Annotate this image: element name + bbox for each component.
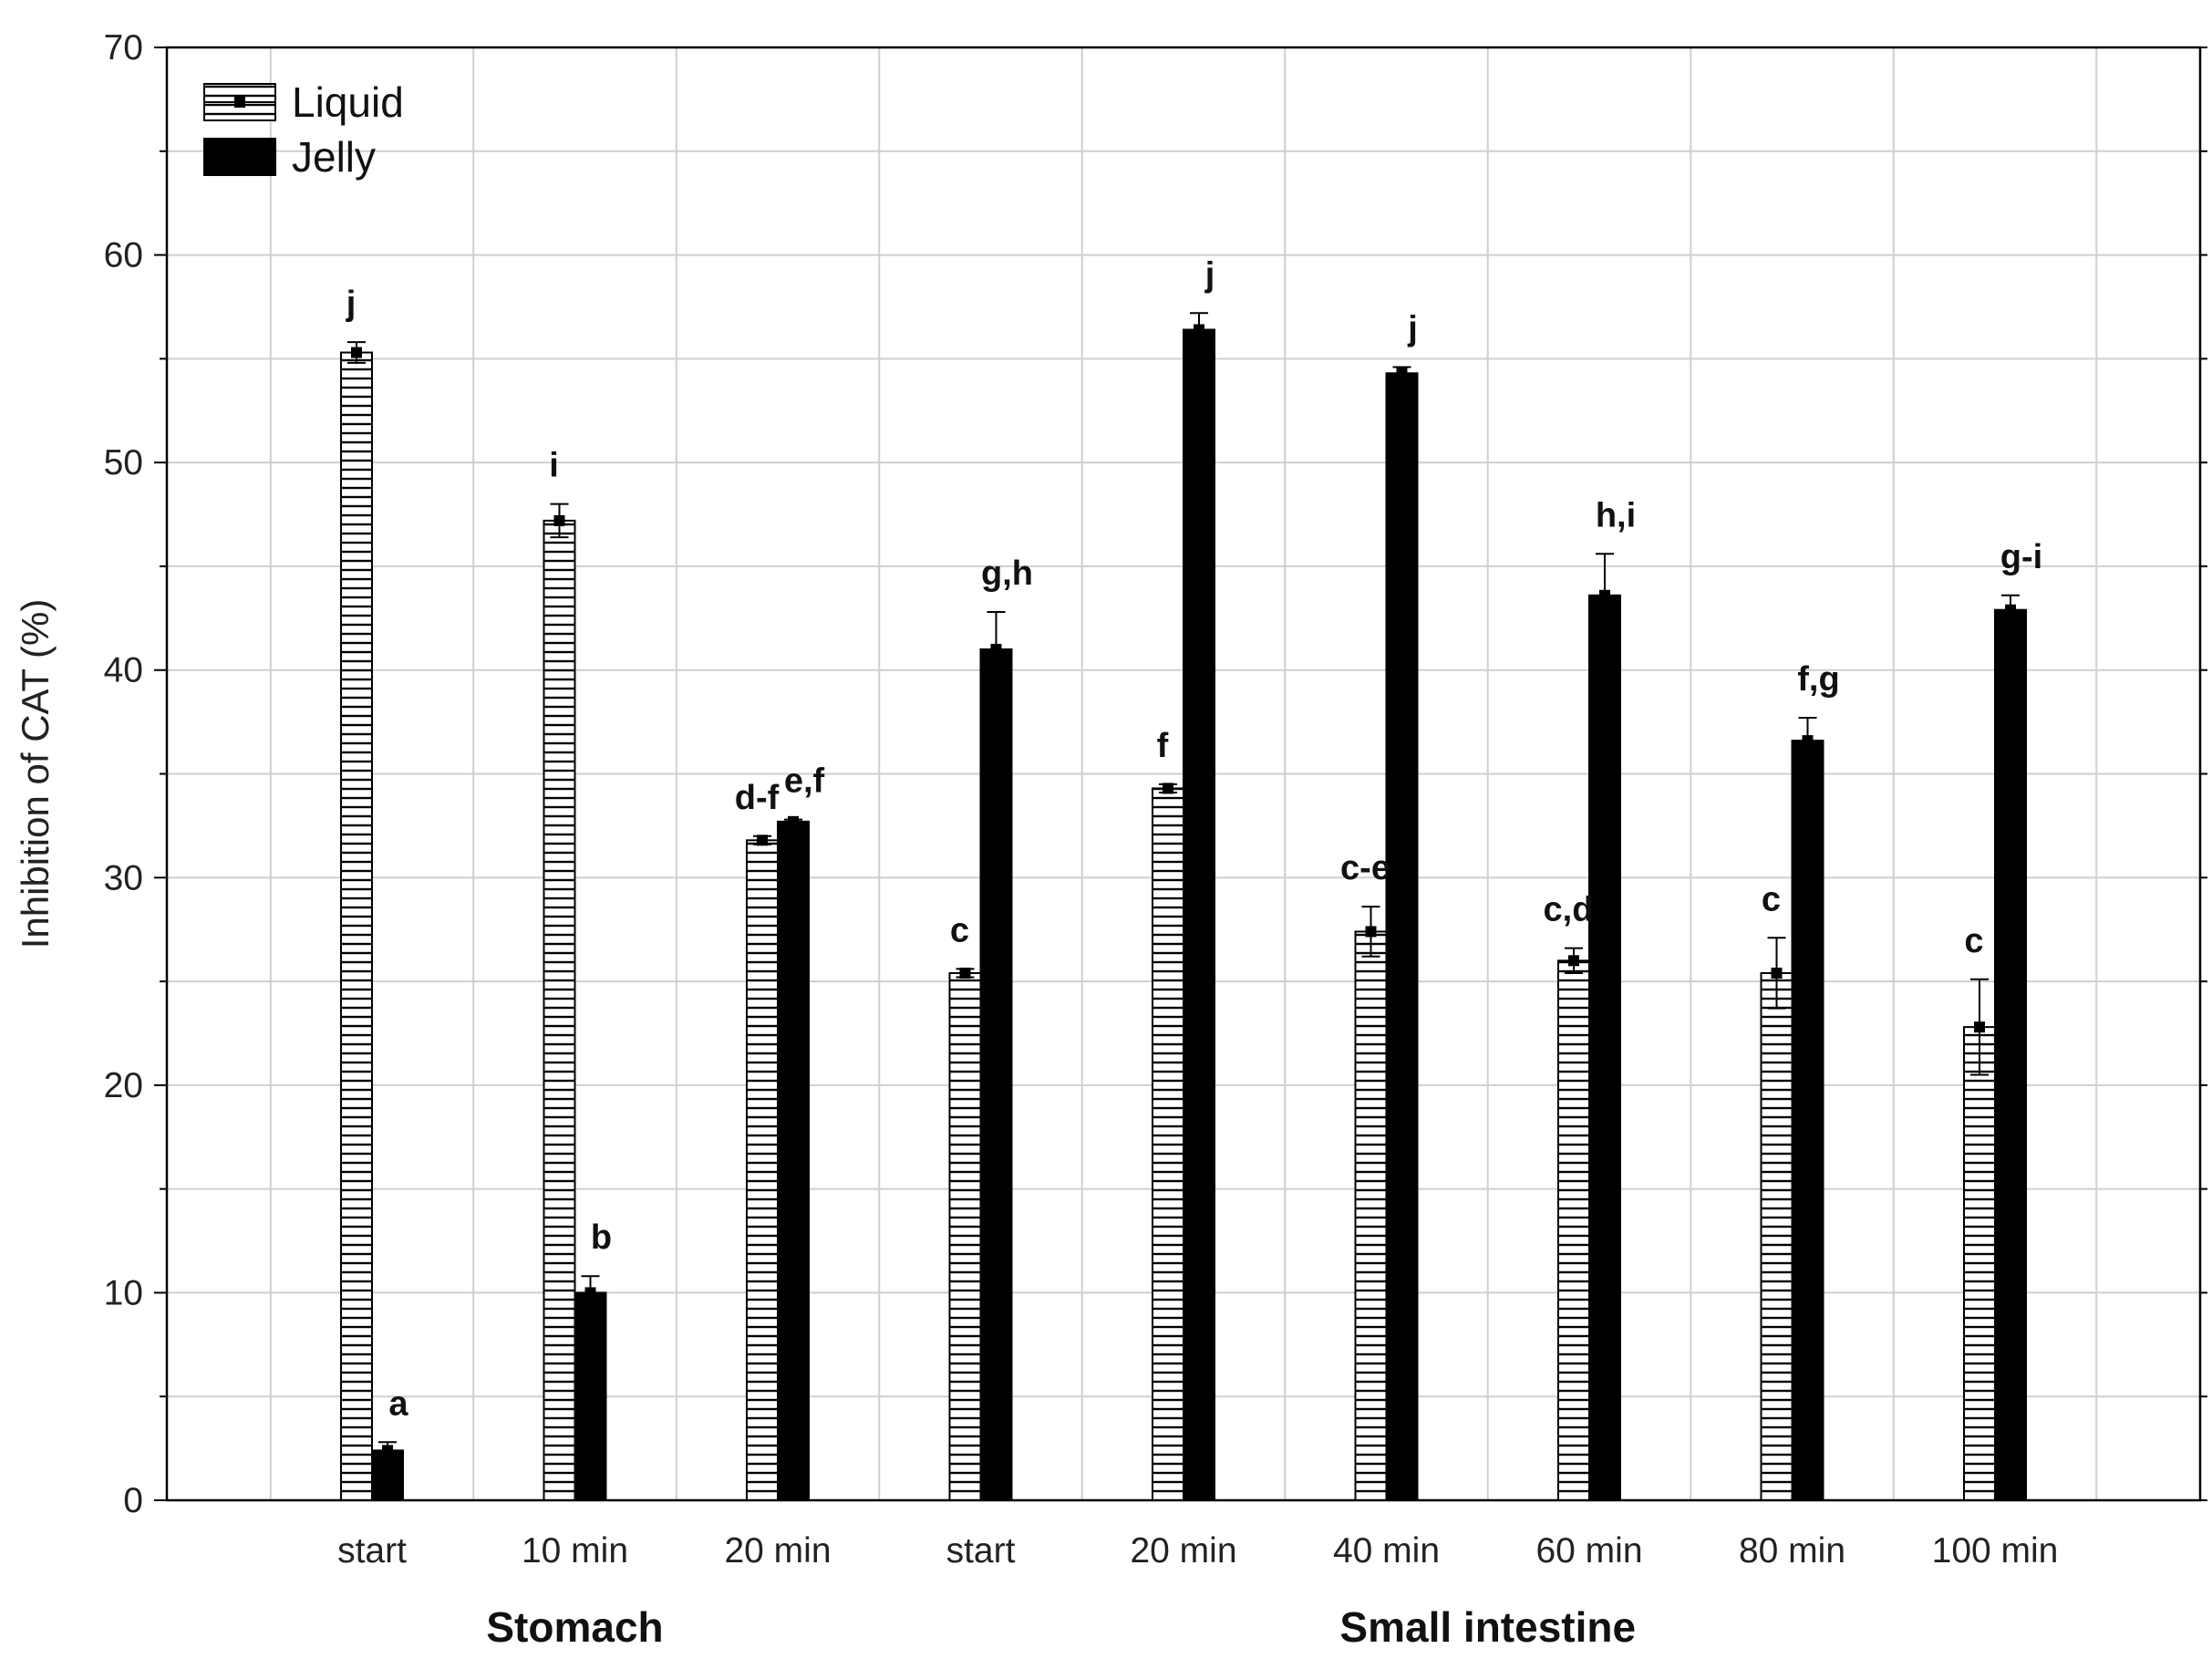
significance-letter: g-i xyxy=(2000,538,2042,576)
mean-marker xyxy=(757,834,768,846)
axes: 0 10 20 30 40 50 60 70 Inhibition of CAT (%) star… xyxy=(14,28,2207,1651)
labels: j i d-f c f c-e c,d c c a b e,f g,h j j h,i f,g g-i xyxy=(346,255,2043,1423)
mean-marker xyxy=(351,347,362,358)
x-tick-label: 20 min xyxy=(1130,1531,1236,1571)
x-tick-label: 60 min xyxy=(1535,1531,1642,1571)
legend-swatch xyxy=(203,138,276,176)
group-label: Stomach xyxy=(486,1603,663,1651)
significance-letter: d-f xyxy=(735,779,780,817)
x-tick-label: start xyxy=(337,1531,407,1571)
y-tick-label: 70 xyxy=(104,28,143,67)
legend-label: Jelly xyxy=(292,133,376,181)
mean-marker xyxy=(1194,324,1204,336)
x-tick-label: 100 min xyxy=(1932,1531,2059,1571)
mean-marker xyxy=(1802,735,1814,747)
mean-marker xyxy=(959,967,971,979)
significance-letter: f,g xyxy=(1797,660,1839,699)
bar-liquid xyxy=(1354,930,1388,1501)
x-tick-label: 80 min xyxy=(1739,1531,1845,1571)
bar-jelly xyxy=(1994,608,2027,1501)
significance-letter: b xyxy=(591,1218,612,1257)
bar-jelly xyxy=(1183,328,1215,1501)
x-tick-label: 10 min xyxy=(522,1531,628,1571)
bars xyxy=(340,312,2027,1502)
significance-letter: h,i xyxy=(1596,496,1636,534)
mean-marker xyxy=(553,514,565,526)
significance-letter: i xyxy=(549,447,559,485)
group-label: Small intestine xyxy=(1339,1603,1636,1651)
bar-liquid xyxy=(948,971,982,1502)
significance-letter: a xyxy=(388,1384,408,1423)
significance-letter: c-e xyxy=(1340,849,1390,887)
y-tick-label: 40 xyxy=(104,651,143,690)
bar-jelly xyxy=(1588,594,1621,1501)
bar-liquid xyxy=(746,839,779,1501)
mean-marker xyxy=(990,643,1002,655)
bar-jelly xyxy=(574,1291,607,1502)
y-tick-label: 30 xyxy=(104,858,143,897)
mean-marker xyxy=(1365,926,1377,938)
bar-jelly xyxy=(979,648,1013,1501)
significance-letter: f xyxy=(1157,727,1169,765)
y-tick-label: 60 xyxy=(104,236,143,275)
bar-liquid xyxy=(340,351,373,1501)
significance-letter: j xyxy=(1204,255,1215,294)
mean-marker xyxy=(382,1445,393,1456)
bar-liquid xyxy=(1557,959,1590,1502)
significance-letter: c,d xyxy=(1544,891,1594,929)
mean-marker xyxy=(1974,1021,1985,1033)
y-tick-label: 50 xyxy=(104,443,143,482)
mean-marker xyxy=(584,1287,596,1299)
significance-letter: c xyxy=(950,911,969,949)
significance-letter: c xyxy=(1964,922,1983,960)
mean-marker xyxy=(2005,604,2016,616)
y-tick-label: 10 xyxy=(104,1273,143,1312)
bar-liquid xyxy=(1963,1026,1996,1501)
significance-letter: e,f xyxy=(784,762,825,801)
y-tick-label: 0 xyxy=(123,1481,143,1520)
legend-marker xyxy=(234,97,245,108)
mean-marker xyxy=(788,815,799,827)
mean-marker xyxy=(1599,589,1610,601)
x-tick-label: start xyxy=(946,1531,1016,1571)
mean-marker xyxy=(1568,955,1579,967)
bar-jelly xyxy=(1385,372,1419,1502)
y-tick-label: 20 xyxy=(104,1066,143,1105)
x-tick-label: 40 min xyxy=(1333,1531,1440,1571)
significance-letter: c xyxy=(1762,880,1781,918)
significance-letter: j xyxy=(1407,309,1418,347)
significance-letter: g,h xyxy=(981,555,1033,593)
legend: Liquid Jelly xyxy=(203,78,404,181)
y-axis-title: Inhibition of CAT (%) xyxy=(14,599,57,949)
mean-marker xyxy=(1396,368,1408,379)
bar-jelly xyxy=(777,820,810,1501)
mean-marker xyxy=(1771,967,1783,979)
gridlines xyxy=(167,47,2200,1500)
bar-jelly xyxy=(1791,740,1824,1501)
mean-marker xyxy=(1163,783,1173,794)
x-tick-label: 20 min xyxy=(724,1531,831,1571)
legend-label: Liquid xyxy=(292,78,404,126)
bar-liquid xyxy=(1760,971,1793,1502)
bar-liquid xyxy=(543,519,576,1501)
significance-letter: j xyxy=(346,285,357,323)
bar-liquid xyxy=(1152,787,1184,1501)
